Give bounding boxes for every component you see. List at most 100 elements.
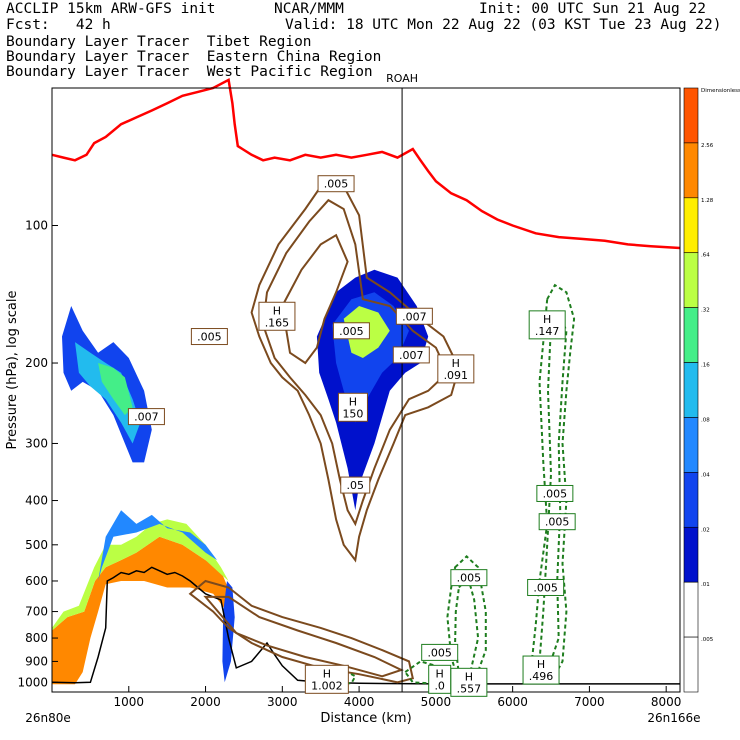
annotation-box-12: [538, 513, 576, 531]
china-lowlevel-contour-0: [188, 579, 414, 684]
header-valid: Valid: 18 UTC Mon 22 Aug 22 (03 KST Tue …: [285, 17, 722, 33]
annotation-text-5-0: .007: [399, 349, 424, 362]
y-tick-label-9: 1000: [17, 675, 48, 689]
annotation-text-16-1: .496: [529, 670, 554, 683]
legend-tibet: Boundary Layer Tracer Tibet Region: [6, 34, 312, 50]
x-tick-label-0: 1000: [113, 695, 144, 709]
x-tick-label-5: 6000: [497, 695, 528, 709]
colorbar-label-8: .02: [701, 527, 710, 533]
y-tick-label-6: 700: [25, 605, 48, 619]
annotation-box-2: [190, 328, 228, 346]
annotation-box-16: [522, 655, 560, 685]
annotation-text-15-0: .005: [427, 646, 452, 659]
colorbar-label-7: .04: [701, 472, 710, 478]
colorbar-swatch-2: [683, 197, 699, 254]
annotation-box-15: [421, 643, 459, 661]
y-tick-label-5: 600: [25, 574, 48, 588]
annotation-text-17-1: 1.002: [311, 679, 343, 692]
annotation-text-1-1: .165: [265, 316, 290, 329]
colorbar-label-0: Dimensionless: [701, 88, 740, 94]
annotation-text-9-0: .05: [347, 479, 365, 492]
roah-marker-label: ROAH: [386, 72, 418, 85]
y-tick-label-0: 100: [25, 219, 48, 233]
colorbar-swatch-3: [683, 252, 699, 308]
colorbar-swatch-8: [683, 526, 699, 583]
annotation-box-10: [528, 310, 566, 340]
shade-cyan-plume-left: [75, 342, 141, 444]
x-tick-label-3: 4000: [344, 695, 375, 709]
annotation-box-4: [395, 307, 433, 325]
x-tick-label-7: 8000: [651, 695, 682, 709]
annotation-text-14-0: .005: [457, 572, 482, 585]
annotation-text-2-0: .005: [197, 331, 222, 344]
colorbar-swatch-4: [683, 307, 699, 363]
annotation-text-16-0: H: [537, 658, 545, 671]
terrain-line: [51, 566, 680, 685]
axes-layer: [51, 87, 681, 693]
annotation-text-10-0: H: [543, 313, 551, 326]
pacific-contour-0: [530, 283, 576, 684]
legend-west-pacific: Boundary Layer Tracer West Pacific Regio…: [6, 64, 373, 80]
y-tick-label-2: 300: [25, 436, 48, 450]
china-contour-1: [262, 198, 449, 527]
china-contour-0: [250, 180, 460, 563]
left-endpoint-label: 26n80e: [25, 711, 71, 725]
annotation-text-18-1: .0: [434, 679, 445, 692]
annotation-text-19-1: .557: [457, 682, 482, 695]
annotation-text-8-0: .007: [134, 411, 159, 424]
annotation-text-10-1: .147: [535, 325, 560, 338]
annotation-box-17: [304, 664, 349, 694]
annotation-text-7-0: H: [349, 395, 357, 408]
colorbar-label-2: 1.28: [701, 198, 714, 204]
x-tick-label-2: 3000: [267, 695, 298, 709]
colorbar-label-3: .64: [701, 253, 710, 259]
pacific-contour-3: [454, 575, 480, 676]
shade-green-plume-left: [98, 363, 133, 416]
colorbar-swatch-10: [683, 636, 699, 693]
china-contour-2: [281, 233, 349, 365]
header-fcst: Fcst: 42 h: [6, 17, 111, 33]
annotation-box-13: [527, 578, 565, 596]
annotation-text-19-0: H: [465, 670, 473, 683]
right-endpoint-label: 26n166e: [647, 711, 700, 725]
shade-blue-lowlevel: [222, 581, 235, 683]
annotation-box-9: [340, 476, 371, 494]
header-org: NCAR/MMM: [274, 1, 344, 17]
annotation-text-3-0: .005: [339, 325, 364, 338]
annotation-text-11-0: .005: [543, 487, 568, 500]
annotation-text-17-0: H: [323, 667, 331, 680]
shade-yellow-band: [52, 519, 229, 631]
annotation-box-7: [337, 392, 368, 422]
colorbar-swatch-1: [683, 142, 699, 199]
annotation-text-0-0: .005: [324, 178, 349, 191]
colorbar-label-4: .32: [701, 308, 710, 314]
annotation-box-8: [127, 408, 165, 426]
colorbar-swatch-5: [683, 362, 699, 418]
annotation-box-0: [317, 175, 355, 193]
colorbar-label-10: .005: [701, 637, 714, 643]
shade-blue-column: [98, 510, 218, 581]
colorbar-label-1: 2.56: [701, 143, 714, 149]
y-tick-label-1: 200: [25, 356, 48, 370]
annotation-box-14: [450, 569, 488, 587]
annotation-text-6-1: .091: [444, 369, 469, 382]
x-tick-label-4: 5000: [421, 695, 452, 709]
y-tick-label-4: 500: [25, 538, 48, 552]
shade-orange-lowlevel: [52, 536, 229, 685]
china-lowlevel-contour-1: [203, 595, 404, 678]
annotation-text-13-0: .005: [533, 581, 558, 594]
annotation-box-6: [437, 354, 475, 384]
header-init: Init: 00 UTC Sun 21 Aug 22: [479, 1, 706, 17]
annotation-text-12-0: .005: [545, 516, 570, 529]
colorbar-label-6: .08: [701, 417, 710, 423]
header-model: ACCLIP 15km ARW-GFS init: [6, 1, 216, 17]
y-axis-title: Pressure (hPa), log scale: [5, 291, 20, 450]
annotation-box-5: [392, 346, 430, 364]
annotation-text-6-0: H: [452, 357, 460, 370]
colorbar-swatch-7: [683, 472, 699, 528]
plot-frame: [51, 87, 681, 693]
annotation-text-1-0: H: [273, 304, 281, 317]
x-tick-label-6: 7000: [574, 695, 605, 709]
colorbar: Dimensionless 2.56 1.28 .64 .32 .16 .08 .04 .02.…: [683, 87, 740, 693]
